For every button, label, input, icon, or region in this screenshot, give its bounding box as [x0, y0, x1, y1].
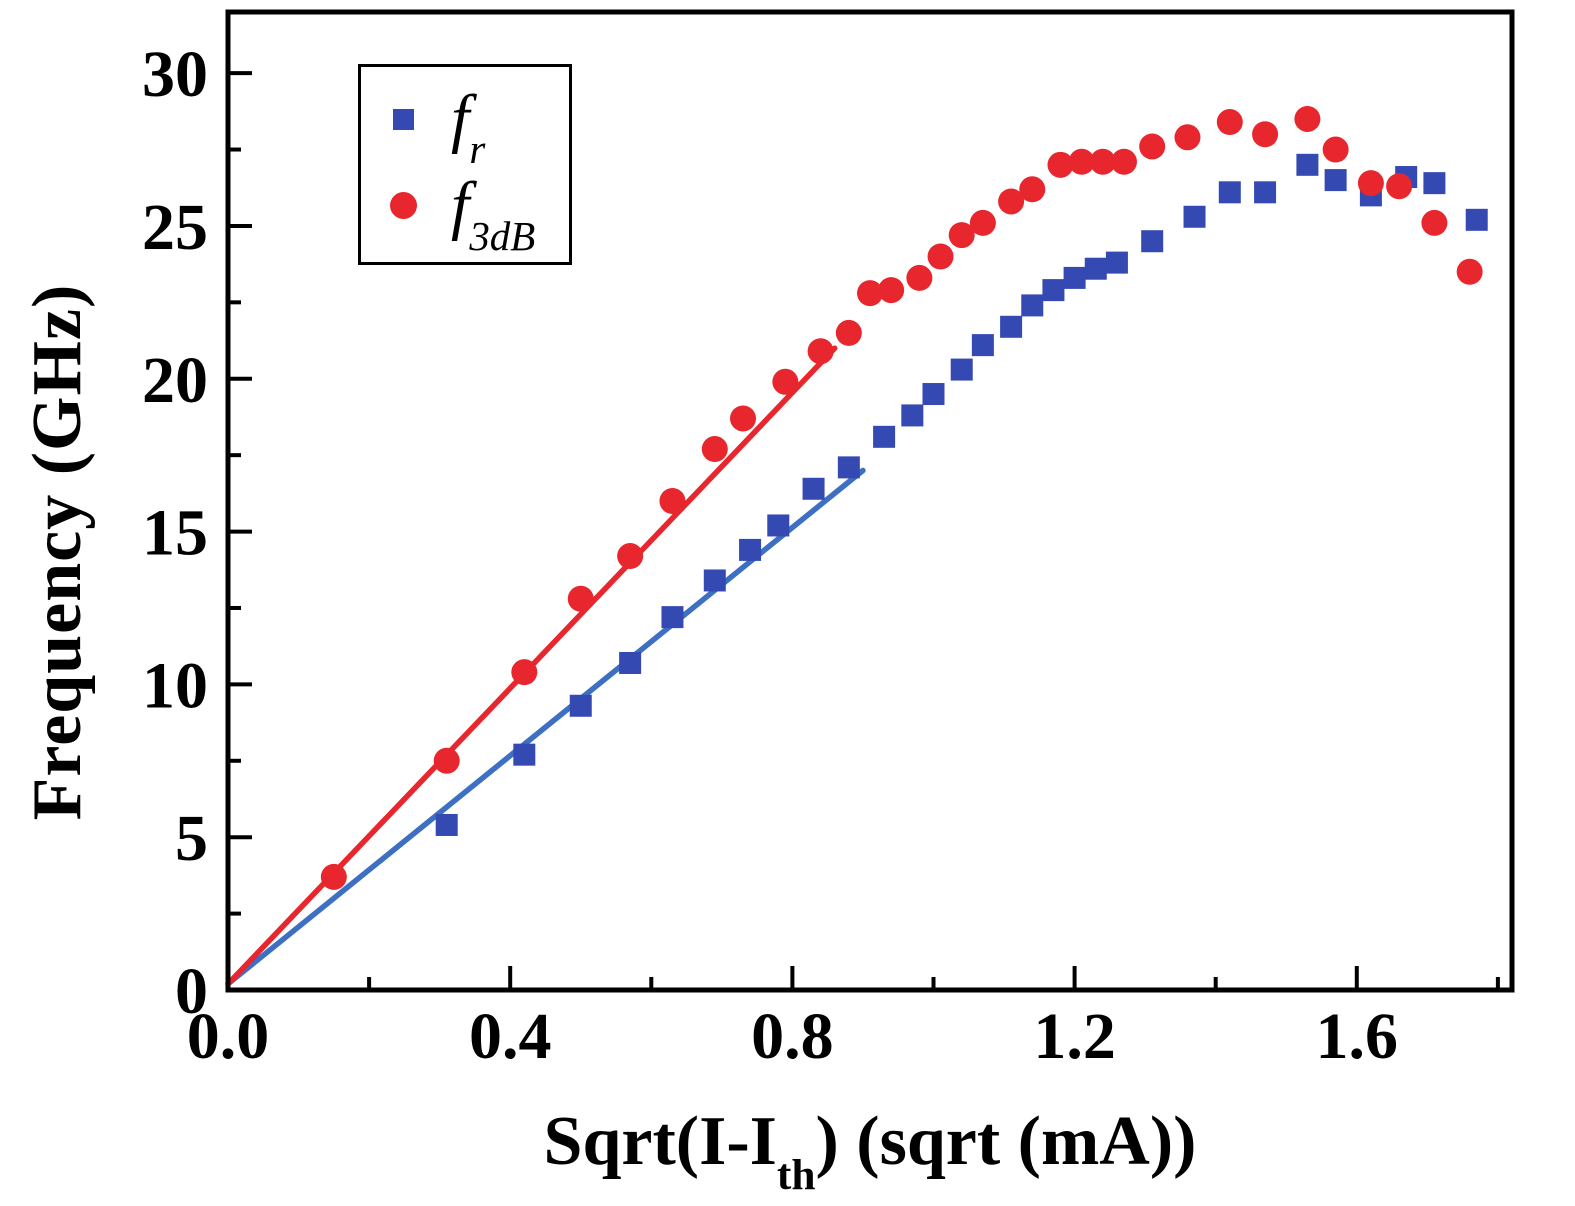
svg-text:0.0: 0.0 [187, 1000, 270, 1073]
fit-lines [225, 345, 866, 987]
svg-text:20: 20 [142, 344, 208, 417]
x-axis-label-main: Sqrt(I-I [543, 1103, 777, 1180]
x-tick-labels: 0.0 0.4 0.8 1.2 1.6 [187, 1000, 1398, 1073]
svg-text:1.6: 1.6 [1316, 1000, 1399, 1073]
fr-linear-fit [225, 467, 866, 987]
svg-text:25: 25 [142, 191, 208, 264]
series-f_3dB [320, 105, 1483, 890]
f3dB-marker-icon [385, 192, 421, 220]
legend-label-f3dB: f3dB [451, 168, 536, 259]
svg-text:0.8: 0.8 [751, 1000, 834, 1073]
svg-text:1.2: 1.2 [1033, 1000, 1116, 1073]
x-axis-label: Sqrt(I-Ith) (sqrt (mA)) [543, 1102, 1197, 1196]
y-tick-labels: 0 5 10 15 20 25 30 [142, 38, 208, 1028]
fr-marker-icon [385, 108, 421, 130]
series-f_r [435, 153, 1488, 836]
svg-text:5: 5 [175, 802, 208, 875]
svg-text:15: 15 [142, 497, 208, 570]
x-axis-label-subscript: th [776, 1150, 816, 1199]
svg-text:0: 0 [175, 955, 208, 1028]
svg-text:0.4: 0.4 [469, 1000, 552, 1073]
legend-item-fr: fr [385, 82, 535, 173]
x-axis-label-rest: ) (sqrt (mA)) [815, 1103, 1197, 1180]
svg-text:10: 10 [142, 649, 208, 722]
legend-label-fr: fr [451, 82, 486, 173]
legend-item-f3dB: f3dB [385, 168, 536, 259]
plot-frame [225, 9, 1515, 993]
svg-text:30: 30 [142, 38, 208, 111]
y-axis-label: Frequency (GHz) [19, 283, 96, 821]
legend: fr f3dB [358, 64, 573, 266]
